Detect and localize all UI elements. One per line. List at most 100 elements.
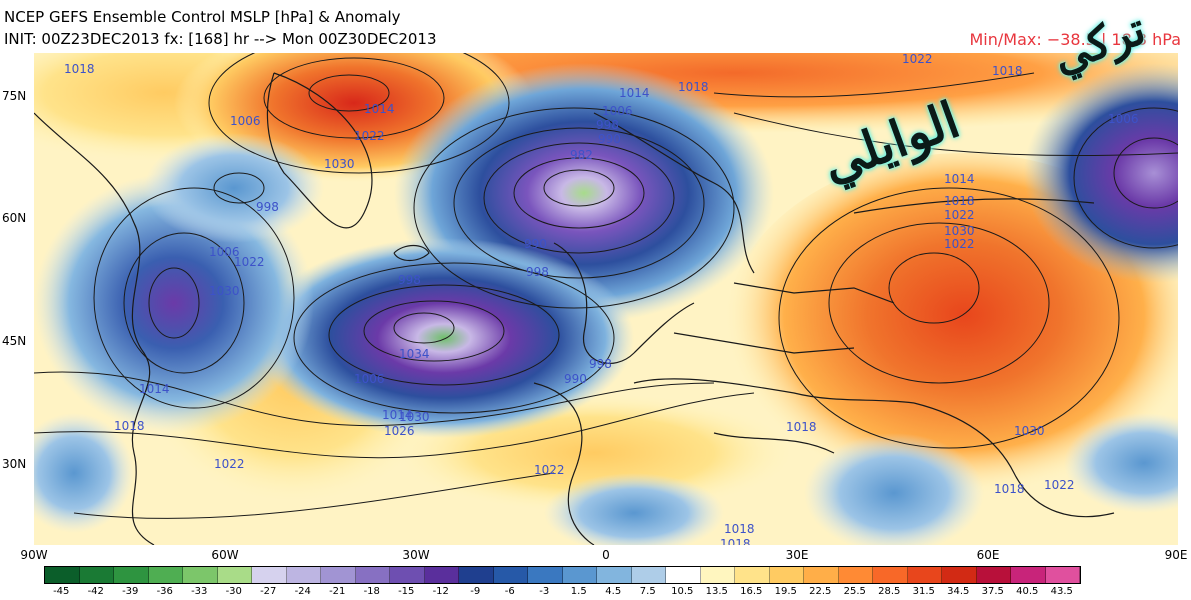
isobar-label: 998 <box>589 357 612 371</box>
colorbar-swatch <box>424 567 459 583</box>
isobar-label: 1014 <box>139 382 170 396</box>
colorbar-tick-label: 37.5 <box>981 586 1004 597</box>
isobar-label: 1030 <box>944 224 975 238</box>
colorbar-swatch <box>735 567 770 583</box>
colorbar-tick-label: 4.5 <box>605 586 622 597</box>
minmax-label: Min/Max: −38.5 | 18.3 hPa <box>969 30 1181 49</box>
atlantic-low <box>254 238 634 438</box>
isobar-label: 1018 <box>994 482 1025 496</box>
isobar-label: 998 <box>256 200 279 214</box>
colorbar-swatch <box>114 567 149 583</box>
lon-label-30e: 30E <box>785 548 809 562</box>
isobar-label: 1030 <box>324 157 355 171</box>
isobar-label: 1030 <box>1014 424 1045 438</box>
isobar-label: 1026 <box>384 424 415 438</box>
isobar-label: 1022 <box>534 463 565 477</box>
colorbar-swatch <box>217 567 252 583</box>
colorbar-tick-label: -6 <box>504 586 515 597</box>
colorbar-swatch <box>148 567 183 583</box>
colorbar-tick-label: -36 <box>156 586 173 597</box>
colorbar-tick-label: -45 <box>53 586 70 597</box>
isobar-label: 1014 <box>364 102 395 116</box>
isobar-label: 1018 <box>678 80 709 94</box>
isobar-label: 1018 <box>114 419 145 433</box>
colorbar-swatch <box>1045 567 1080 583</box>
colorbar-tick-label: -18 <box>363 586 380 597</box>
colorbar-swatch <box>631 567 666 583</box>
colorbar-tick-label: 22.5 <box>809 586 832 597</box>
colorbar-tick-label: -33 <box>191 586 208 597</box>
isobar-label: 1006 <box>230 114 261 128</box>
isobar-label: 1018 <box>724 522 755 536</box>
isobar-label: 1006 <box>1108 112 1139 126</box>
isobar-label: 1022 <box>902 53 933 66</box>
isobar-label: 1014 <box>382 408 413 422</box>
isobar-label: 1022 <box>214 457 245 471</box>
lat-label-30n: 30N <box>2 457 27 471</box>
colorbar-swatch <box>976 567 1011 583</box>
colorbar-swatch <box>769 567 804 583</box>
colorbar-tick-label: 43.5 <box>1050 586 1073 597</box>
colorbar-swatch <box>355 567 390 583</box>
colorbar-tick-label: -27 <box>260 586 277 597</box>
colorbar-tick-label: -30 <box>225 586 242 597</box>
lon-label-0: 0 <box>602 548 610 562</box>
colorbar-tick-label: 1.5 <box>570 586 587 597</box>
isobar-label: 1006 <box>602 104 633 118</box>
colorbar-tick-label: -9 <box>470 586 481 597</box>
colorbar-swatch <box>562 567 597 583</box>
isobar-label: 1014 <box>944 172 975 186</box>
siberia-low <box>1024 63 1178 283</box>
isobar-label: 1022 <box>944 208 975 222</box>
colorbar-tick-label: 34.5 <box>947 586 970 597</box>
isobar-label: 1014 <box>619 86 650 100</box>
isobar-label: 1018 <box>720 537 751 545</box>
isobar-label: 1022 <box>354 129 385 143</box>
isobar-label: 990 <box>598 132 621 146</box>
lon-label-30w: 30W <box>402 548 430 562</box>
isobar-label: 1006 <box>354 372 385 386</box>
lat-label-60n: 60N <box>2 211 27 225</box>
isobar-label: 1030 <box>209 284 240 298</box>
colorbar-swatch <box>459 567 494 583</box>
colorbar-swatch <box>183 567 218 583</box>
colorbar-swatch <box>666 567 701 583</box>
colorbar-tick-label: -12 <box>432 586 449 597</box>
lon-label-60w: 60W <box>211 548 239 562</box>
colorbar-swatch <box>597 567 632 583</box>
colorbar-tick-label: -21 <box>329 586 346 597</box>
isobar-label: 1034 <box>399 347 430 361</box>
isobar-label: 1018 <box>64 62 95 76</box>
colorbar-tick-label: -15 <box>398 586 415 597</box>
colorbar-tick-label: 31.5 <box>912 586 935 597</box>
header-title: NCEP GEFS Ensemble Control MSLP [hPa] & … <box>4 8 401 26</box>
isobar-label: 1030 <box>399 410 430 424</box>
colorbar-swatch <box>873 567 908 583</box>
colorbar-tick-label: 28.5 <box>878 586 901 597</box>
lat-label-75n: 75N <box>2 89 27 103</box>
colorbar-tick-label: 25.5 <box>843 586 866 597</box>
lat-label-45n: 45N <box>2 334 27 348</box>
colorbar-swatch <box>321 567 356 583</box>
isobar-label: 1018 <box>992 64 1023 78</box>
isobar-label: 998 <box>596 118 619 132</box>
colorbar-tick-label: -42 <box>87 586 104 597</box>
lon-label-90w: 90W <box>20 548 48 562</box>
mslp-anomaly-map: 1018100610141030102299810141006998990982… <box>34 53 1178 545</box>
lon-label-90e: 90E <box>1164 548 1188 562</box>
colorbar-swatch <box>907 567 942 583</box>
colorbar-swatch <box>493 567 528 583</box>
lon-label-60e: 60E <box>976 548 1000 562</box>
colorbar-swatch <box>528 567 563 583</box>
colorbar-swatch <box>252 567 287 583</box>
colorbar-tick-label: 13.5 <box>705 586 728 597</box>
colorbar-tick-label: -3 <box>539 586 550 597</box>
isobar-label: 1022 <box>234 255 265 269</box>
colorbar-swatch <box>1011 567 1046 583</box>
isobar-label: 1006 <box>209 245 240 259</box>
isobar-label: 1022 <box>1044 478 1075 492</box>
isobar-label: 982 <box>570 148 593 162</box>
colorbar-swatch <box>700 567 735 583</box>
isobar-label: 998 <box>526 265 549 279</box>
colorbar-tick-label: -24 <box>294 586 311 597</box>
